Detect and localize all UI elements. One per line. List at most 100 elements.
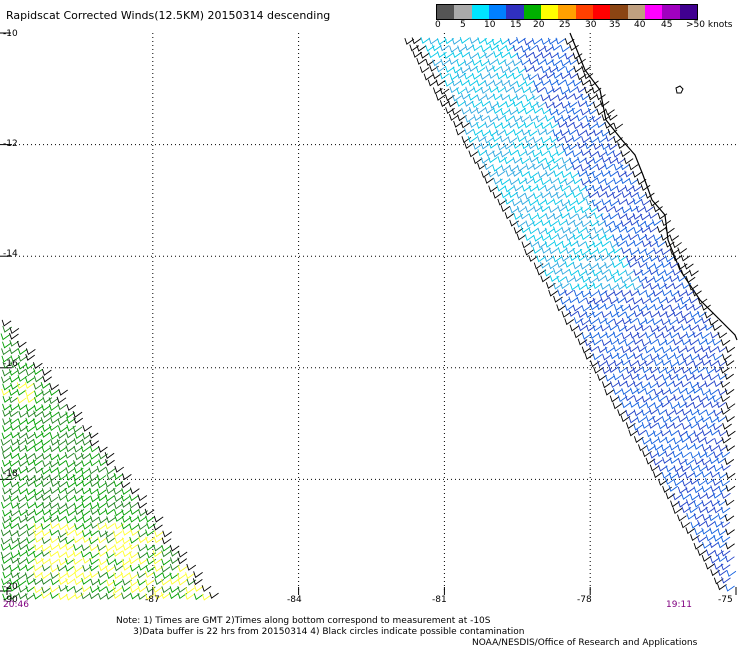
wind-barb — [112, 530, 123, 538]
wind-barb — [552, 71, 563, 79]
wind-barb — [677, 444, 687, 452]
wind-barb — [48, 558, 59, 566]
wind-barb — [535, 115, 546, 123]
wind-barb — [513, 184, 524, 192]
wind-barb — [545, 101, 555, 109]
wind-barb — [664, 422, 675, 430]
wind-barb — [18, 466, 29, 474]
wind-barb — [710, 331, 720, 339]
wind-barb — [10, 438, 21, 446]
wind-barb — [620, 304, 631, 312]
wind-barb — [544, 128, 555, 136]
colorbar-segment — [662, 5, 680, 19]
wind-barb — [112, 586, 123, 594]
wind-barb — [597, 136, 607, 144]
wind-barb — [50, 438, 60, 446]
wind-barb — [637, 318, 648, 326]
wind-barb — [106, 473, 117, 481]
wind-barb — [17, 537, 27, 545]
wind-barb — [540, 94, 551, 102]
wind-barb — [89, 452, 99, 460]
wind-barb — [692, 373, 702, 380]
wind-barb — [104, 522, 115, 530]
wind-barb — [613, 388, 623, 396]
wind-barb — [524, 79, 535, 87]
wind-barb — [2, 571, 13, 579]
wind-barb — [487, 170, 498, 178]
wind-barb — [193, 571, 203, 579]
wind-barb — [74, 571, 84, 579]
wind-barb — [588, 248, 599, 256]
wind-barb — [492, 135, 502, 143]
wind-barb — [537, 171, 548, 179]
wind-barb — [33, 431, 44, 439]
wind-barb — [569, 283, 580, 291]
wind-barb — [611, 192, 622, 199]
wind-barb — [700, 345, 711, 353]
wind-barb — [696, 436, 707, 444]
wind-barb — [652, 318, 662, 326]
wind-barb — [717, 345, 728, 353]
wind-barb — [661, 373, 672, 381]
wind-barb — [593, 212, 604, 220]
wind-barb — [464, 128, 474, 136]
wind-barb — [468, 107, 479, 114]
wind-barb — [497, 198, 508, 206]
wind-barb — [609, 310, 620, 318]
wind-barb — [568, 269, 579, 276]
wind-barb — [0, 439, 11, 446]
wind-barb — [649, 353, 660, 361]
wind-barb — [705, 534, 716, 542]
wind-barb — [668, 472, 679, 480]
wind-barb — [673, 465, 684, 473]
wind-barb — [640, 184, 651, 191]
wind-barb — [528, 185, 539, 192]
wind-barb — [596, 233, 607, 241]
wind-barb — [632, 185, 643, 192]
wind-barb — [705, 352, 716, 359]
wind-barb — [688, 367, 699, 375]
wind-barb — [41, 488, 52, 496]
wind-barb — [624, 226, 635, 233]
wind-barb — [712, 324, 722, 331]
wind-barb — [50, 578, 61, 586]
wind-barb — [489, 43, 500, 51]
wind-barb — [520, 101, 531, 109]
wind-barb — [161, 550, 171, 558]
wind-barb — [66, 523, 77, 531]
wind-barb — [106, 572, 117, 580]
wind-barb — [596, 190, 607, 198]
wind-barb — [564, 149, 574, 157]
wind-barb — [521, 241, 532, 249]
wind-barb — [504, 185, 515, 193]
wind-barb — [605, 290, 615, 298]
wind-barb — [74, 515, 85, 523]
wind-barb — [82, 556, 93, 564]
colorbar-segment — [679, 5, 697, 19]
axis-labels: -10 -12 -14 -16 -18 -20 -90 -87 -84 -81 … — [3, 29, 733, 605]
wind-barb — [591, 86, 602, 94]
wind-barb — [688, 338, 699, 346]
wind-barb — [26, 502, 36, 509]
wind-barb — [177, 578, 188, 586]
colorbar-segment — [523, 5, 541, 19]
wind-barb — [97, 536, 108, 544]
wind-barb — [624, 339, 635, 347]
wind-barb — [455, 128, 466, 136]
wind-barb — [25, 479, 36, 487]
wind-barb — [556, 52, 567, 60]
wind-barb — [561, 226, 571, 234]
wind-barb — [1, 585, 12, 593]
wind-barb — [689, 478, 700, 485]
wind-barb — [573, 93, 584, 100]
wind-barb — [82, 522, 92, 530]
wind-barb — [33, 382, 43, 390]
wind-barb — [469, 37, 480, 44]
wind-barb — [709, 457, 719, 465]
wind-barb — [492, 191, 503, 199]
wind-barb — [9, 577, 20, 585]
wind-barb — [564, 289, 574, 297]
wind-barb — [597, 331, 608, 339]
wind-barb — [33, 390, 44, 398]
wind-barb — [512, 142, 523, 149]
